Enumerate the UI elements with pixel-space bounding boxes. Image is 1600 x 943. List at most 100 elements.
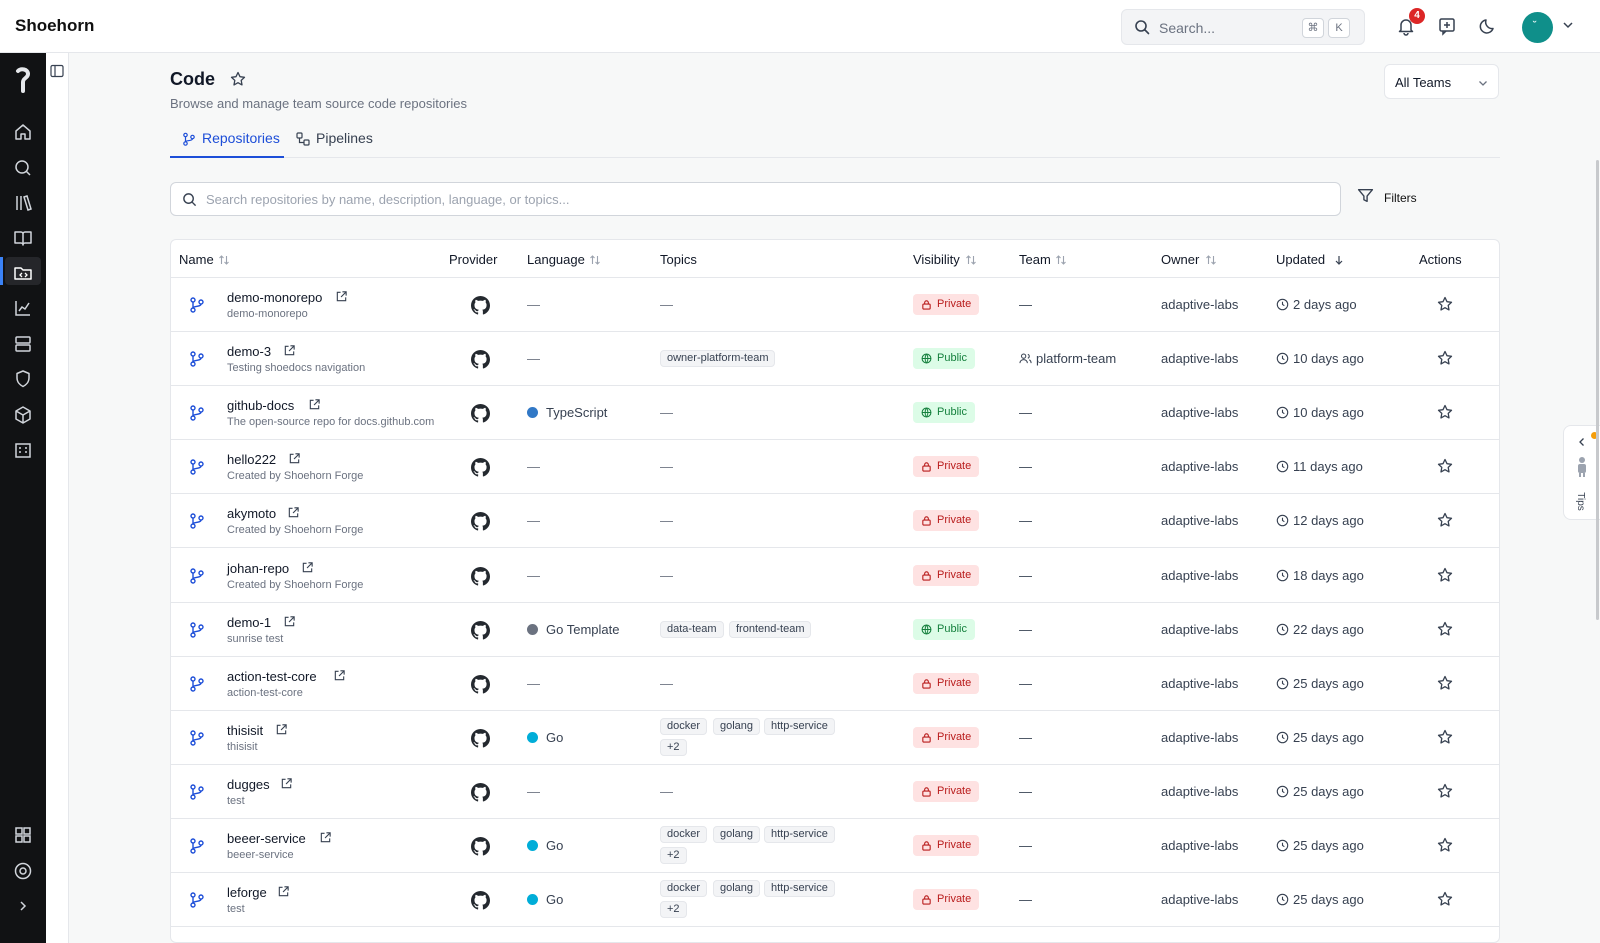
home-icon[interactable] (13, 122, 33, 142)
sort-down-icon[interactable] (1333, 254, 1345, 266)
external-link-icon[interactable] (283, 344, 296, 357)
star-icon[interactable] (230, 71, 246, 87)
topic-more-tag[interactable]: +2 (660, 901, 687, 919)
star-icon[interactable] (1437, 621, 1453, 637)
repo-name[interactable]: beeer-service (227, 831, 306, 846)
topic-tag[interactable]: golang (713, 717, 761, 735)
table-row[interactable]: thisisit thisisit Go docker golang http-servi… (171, 711, 1499, 765)
external-link-icon[interactable] (275, 723, 288, 736)
table-row[interactable]: beeer-service beeer-service Go docker golang… (171, 819, 1499, 873)
topic-tag[interactable]: frontend-team (729, 620, 812, 638)
table-row[interactable]: hello222 Created by Shoehorn Forge — — Priva… (171, 440, 1499, 495)
external-link-icon[interactable] (283, 615, 296, 628)
feedback-icon[interactable] (1437, 16, 1457, 36)
sort-icon[interactable] (1055, 254, 1067, 266)
star-icon[interactable] (1437, 458, 1453, 474)
th-team[interactable]: Team (1019, 252, 1051, 267)
external-link-icon[interactable] (333, 669, 346, 682)
repo-name[interactable]: leforge (227, 885, 267, 901)
server-icon[interactable] (13, 334, 33, 354)
repo-name[interactable]: action-test-core (227, 668, 317, 684)
th-owner[interactable]: Owner (1161, 252, 1200, 267)
chevron-down-icon[interactable] (1561, 18, 1581, 38)
table-row[interactable]: demo-1 sunrise test Go Template data-team fr… (171, 603, 1499, 657)
shield-icon[interactable] (13, 369, 33, 389)
table-row[interactable]: demo-monorepo demo-monorepo — — Private — adap… (171, 278, 1499, 332)
repo-name[interactable]: demo-3 (227, 344, 272, 360)
package-icon[interactable] (13, 405, 33, 425)
sidebar-toggle-icon[interactable] (50, 64, 64, 78)
th-name[interactable]: Name (179, 252, 214, 267)
external-link-icon[interactable] (277, 885, 290, 898)
help-icon[interactable] (13, 861, 33, 881)
star-icon[interactable] (1437, 567, 1453, 583)
table-row[interactable]: github-docs The open-source repo for docs… (171, 386, 1499, 441)
topic-tag[interactable]: http-service (764, 880, 835, 898)
star-icon[interactable] (1437, 891, 1453, 907)
brand-logo[interactable]: Shoehorn (15, 16, 95, 35)
chart-icon[interactable] (13, 298, 33, 318)
repo-name[interactable]: github-docs (227, 398, 295, 414)
moon-icon[interactable] (1478, 16, 1498, 36)
table-row[interactable]: akymoto Created by Shoehorn Forge — — Privat… (171, 494, 1499, 549)
sort-icon[interactable] (1205, 254, 1217, 266)
global-search[interactable]: Search... ⌘ K (1121, 9, 1365, 45)
star-icon[interactable] (1437, 350, 1453, 366)
external-link-icon[interactable] (280, 777, 293, 790)
library-icon[interactable] (13, 193, 33, 213)
star-icon[interactable] (1437, 783, 1453, 799)
repo-name[interactable]: dugges (227, 776, 270, 792)
topic-more-tag[interactable]: +2 (660, 738, 687, 756)
topic-tag[interactable]: http-service (764, 826, 835, 843)
external-link-icon[interactable] (335, 290, 348, 303)
app-logo-icon[interactable] (14, 67, 34, 93)
team-select[interactable]: All Teams (1384, 64, 1499, 99)
topic-tag[interactable]: data-team (660, 620, 724, 638)
repo-name[interactable]: akymoto (227, 506, 277, 522)
chevron-left-icon[interactable] (1576, 436, 1588, 448)
star-icon[interactable] (1437, 837, 1453, 853)
th-language[interactable]: Language (527, 252, 585, 267)
topic-more-tag[interactable]: +2 (660, 847, 687, 864)
sort-icon[interactable] (218, 254, 230, 266)
bell-icon[interactable] (1396, 16, 1416, 36)
th-visibility[interactable]: Visibility (913, 252, 960, 267)
repo-name[interactable]: johan-repo (227, 560, 290, 576)
repo-search-input[interactable]: Search repositories by name, description… (170, 182, 1341, 216)
table-row[interactable]: demo-3 Testing shoedocs navigation — owner-… (171, 332, 1499, 387)
external-link-icon[interactable] (308, 398, 321, 411)
table-row[interactable]: action-test-core action-test-core — — Privat… (171, 657, 1499, 711)
repo-name[interactable]: demo-1 (227, 614, 272, 630)
table-row[interactable]: johan-repo Created by Shoehorn Forge — — Pri… (171, 549, 1499, 603)
table-row[interactable]: leforge test Go docker golang http-service +2 P… (171, 873, 1499, 928)
star-icon[interactable] (1437, 296, 1453, 312)
star-icon[interactable] (1437, 404, 1453, 420)
team-link[interactable]: platform-team (1019, 351, 1116, 366)
topic-tag[interactable]: golang (713, 880, 761, 898)
topic-tag[interactable]: docker (660, 880, 708, 898)
scrollbar[interactable] (1596, 160, 1599, 620)
topic-tag[interactable]: golang (713, 826, 761, 843)
star-icon[interactable] (1437, 512, 1453, 528)
repo-name[interactable]: thisisit (227, 722, 264, 738)
sort-icon[interactable] (965, 254, 977, 266)
avatar[interactable]: ˘ (1522, 12, 1553, 43)
sort-icon[interactable] (589, 254, 601, 266)
tab-pipelines[interactable]: Pipelines (294, 128, 384, 158)
th-updated[interactable]: Updated (1276, 252, 1326, 267)
external-link-icon[interactable] (287, 506, 300, 519)
topic-tag[interactable]: docker (660, 826, 708, 843)
repo-name[interactable]: demo-monorepo (227, 290, 323, 305)
book-icon[interactable] (13, 228, 33, 248)
tips-panel[interactable]: Tips (1563, 425, 1600, 520)
star-icon[interactable] (1437, 729, 1453, 745)
repo-name[interactable]: hello222 (227, 452, 277, 468)
external-link-icon[interactable] (288, 452, 301, 465)
table-row[interactable]: dugges test — — Private — adaptive-labs 25 days… (171, 765, 1499, 819)
star-icon[interactable] (1437, 675, 1453, 691)
external-link-icon[interactable] (319, 831, 332, 844)
code-folder-icon[interactable] (13, 263, 33, 283)
search-icon[interactable] (13, 158, 33, 178)
topic-tag[interactable]: owner-platform-team (660, 350, 776, 368)
topic-tag[interactable]: http-service (764, 717, 835, 735)
